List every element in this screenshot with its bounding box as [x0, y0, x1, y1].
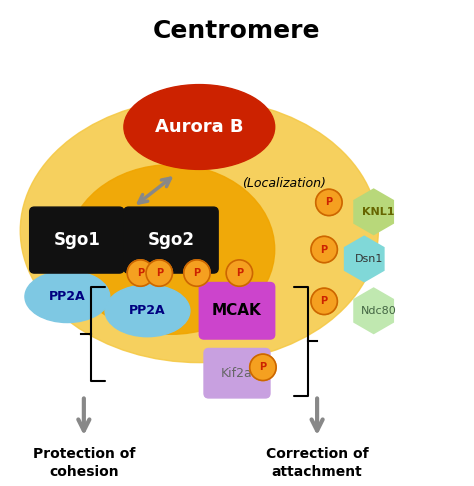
Ellipse shape — [25, 271, 110, 323]
Circle shape — [311, 236, 337, 263]
Text: MCAK: MCAK — [212, 303, 262, 318]
FancyBboxPatch shape — [204, 348, 270, 398]
Text: PP2A: PP2A — [129, 304, 166, 317]
Circle shape — [127, 260, 154, 286]
Text: Centromere: Centromere — [153, 18, 321, 43]
Text: Correction of
attachment: Correction of attachment — [266, 448, 368, 479]
Text: Sgo1: Sgo1 — [54, 231, 100, 249]
Circle shape — [316, 189, 342, 216]
FancyBboxPatch shape — [199, 282, 275, 339]
Text: Aurora B: Aurora B — [155, 118, 244, 136]
Text: P: P — [193, 268, 201, 278]
Polygon shape — [353, 287, 394, 334]
Text: P: P — [236, 268, 243, 278]
Text: P: P — [320, 244, 328, 255]
Text: Sgo2: Sgo2 — [147, 231, 194, 249]
Text: P: P — [320, 296, 328, 306]
FancyBboxPatch shape — [124, 207, 218, 273]
Text: P: P — [155, 268, 163, 278]
Text: Dsn1: Dsn1 — [355, 254, 383, 264]
Circle shape — [311, 288, 337, 314]
Text: KNL1: KNL1 — [362, 207, 395, 217]
Text: PP2A: PP2A — [49, 290, 86, 303]
Text: P: P — [137, 268, 144, 278]
Circle shape — [226, 260, 253, 286]
Text: Ndc80: Ndc80 — [361, 306, 396, 316]
Ellipse shape — [124, 85, 275, 170]
Text: P: P — [259, 363, 266, 372]
Text: Protection of
cohesion: Protection of cohesion — [33, 448, 135, 479]
Ellipse shape — [20, 99, 378, 363]
Circle shape — [250, 354, 276, 381]
Ellipse shape — [67, 165, 275, 334]
Text: (Localization): (Localization) — [242, 177, 326, 190]
Text: Kif2a: Kif2a — [221, 367, 253, 380]
Circle shape — [146, 260, 173, 286]
Circle shape — [184, 260, 210, 286]
Ellipse shape — [105, 285, 190, 337]
Polygon shape — [353, 188, 394, 235]
Polygon shape — [344, 235, 384, 282]
FancyBboxPatch shape — [30, 207, 124, 273]
Text: P: P — [325, 197, 332, 208]
